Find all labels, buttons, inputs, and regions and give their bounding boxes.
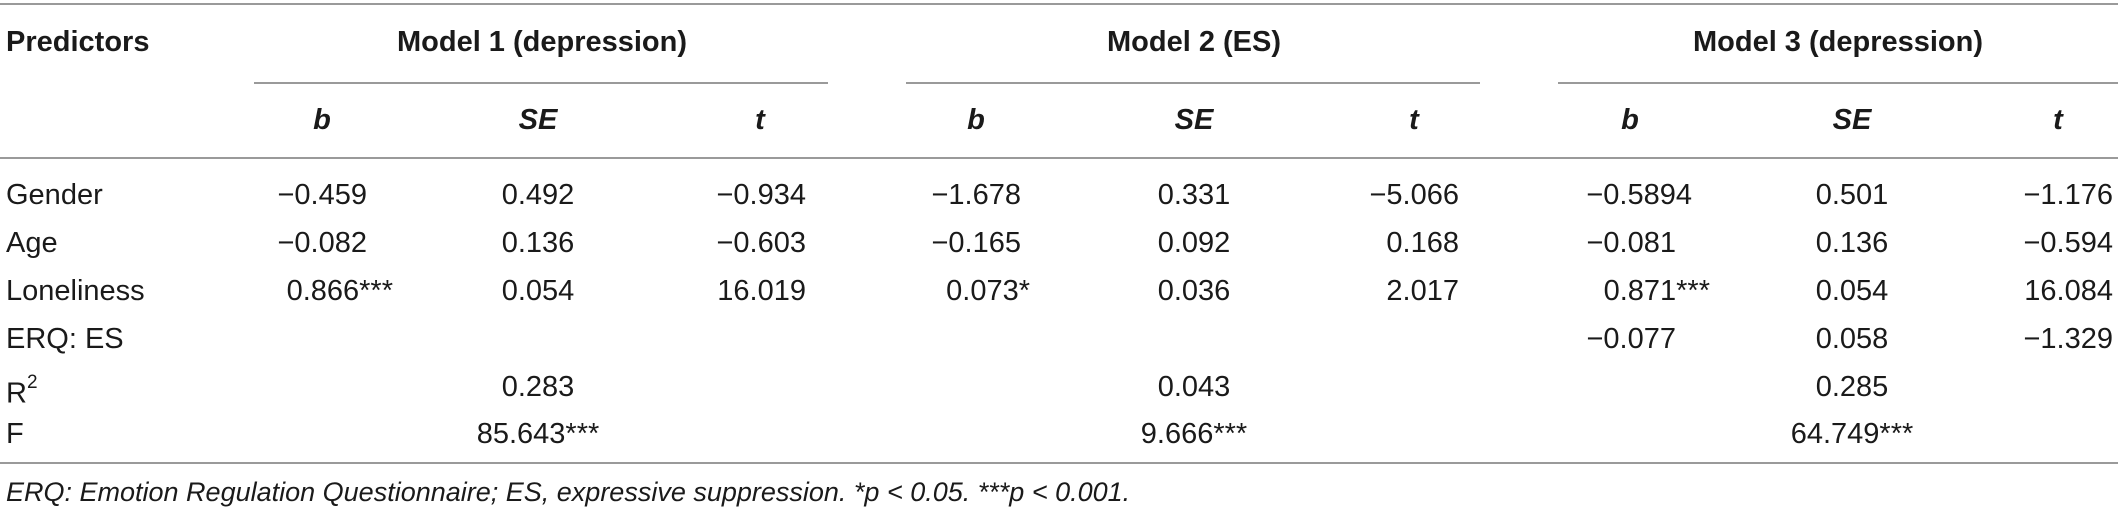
loneliness-m3-se: 0.054 — [1815, 275, 1889, 307]
gender-m2-b: −1.678 — [931, 179, 1021, 211]
model2-underline — [906, 82, 1480, 84]
age-m2-se: 0.092 — [1157, 227, 1231, 259]
r2-m3: 0.285 — [1815, 371, 1889, 403]
row-label-f: F — [6, 418, 24, 450]
loneliness-m2-b: 0.073* — [946, 275, 1030, 307]
row-label-loneliness: Loneliness — [6, 275, 145, 307]
gender-m1-se: 0.492 — [501, 179, 575, 211]
f-m1: 85.643*** — [476, 418, 600, 450]
table-footnote: ERQ: Emotion Regulation Questionnaire; E… — [6, 477, 1131, 507]
r2-m1: 0.283 — [501, 371, 575, 403]
loneliness-m2-se: 0.036 — [1157, 275, 1231, 307]
age-m2-b: −0.165 — [931, 227, 1021, 259]
row-label-erq-es: ERQ: ES — [6, 323, 124, 355]
erq-m3-se: 0.058 — [1815, 323, 1889, 355]
age-m1-se: 0.136 — [501, 227, 575, 259]
row-label-gender: Gender — [6, 179, 103, 211]
model1-underline — [254, 82, 828, 84]
m1-se-header: SE — [518, 104, 558, 136]
age-m3-se: 0.136 — [1815, 227, 1889, 259]
loneliness-m2-t: 2.017 — [1386, 275, 1459, 307]
r2-label-text: R — [6, 377, 27, 410]
age-m3-b: −0.081 — [1586, 227, 1676, 259]
loneliness-m3-b: 0.871*** — [1603, 275, 1710, 307]
gender-m2-t: −5.066 — [1369, 179, 1459, 211]
gender-m2-se: 0.331 — [1157, 179, 1231, 211]
m3-se-header: SE — [1832, 104, 1872, 136]
loneliness-m3-t: 16.084 — [2024, 275, 2113, 307]
erq-m3-t: −1.329 — [2023, 323, 2113, 355]
model3-underline — [1558, 82, 2118, 84]
m2-b-header: b — [967, 104, 985, 136]
loneliness-m1-se: 0.054 — [501, 275, 575, 307]
loneliness-m1-b: 0.866*** — [286, 275, 393, 307]
r2-m2: 0.043 — [1157, 371, 1231, 403]
table-top-rule — [0, 3, 2118, 5]
m1-t-header: t — [755, 104, 765, 136]
gender-m3-b: −0.5894 — [1586, 179, 1692, 211]
table-bottom-rule — [0, 462, 2118, 464]
model2-header: Model 2 (ES) — [1106, 26, 1282, 58]
loneliness-m1-t: 16.019 — [717, 275, 806, 307]
erq-m3-b: −0.077 — [1586, 323, 1676, 355]
header-bottom-rule — [0, 157, 2118, 159]
f-m2: 9.666*** — [1140, 418, 1248, 450]
model3-header: Model 3 (depression) — [1692, 26, 1984, 58]
r2-superscript: 2 — [26, 372, 38, 393]
row-label-r2: R2 — [6, 367, 38, 414]
m3-t-header: t — [2053, 104, 2063, 136]
gender-m3-t: −1.176 — [2023, 179, 2113, 211]
age-m1-t: −0.603 — [716, 227, 806, 259]
m3-b-header: b — [1621, 104, 1639, 136]
gender-m3-se: 0.501 — [1815, 179, 1889, 211]
gender-m1-b: −0.459 — [277, 179, 367, 211]
m1-b-header: b — [313, 104, 331, 136]
predictors-header: Predictors — [6, 26, 150, 58]
age-m2-t: 0.168 — [1386, 227, 1459, 259]
f-m3: 64.749*** — [1790, 418, 1914, 450]
model1-header: Model 1 (depression) — [396, 26, 688, 58]
gender-m1-t: −0.934 — [716, 179, 806, 211]
age-m3-t: −0.594 — [2023, 227, 2113, 259]
row-label-age: Age — [6, 227, 58, 259]
m2-se-header: SE — [1174, 104, 1214, 136]
age-m1-b: −0.082 — [277, 227, 367, 259]
m2-t-header: t — [1409, 104, 1419, 136]
